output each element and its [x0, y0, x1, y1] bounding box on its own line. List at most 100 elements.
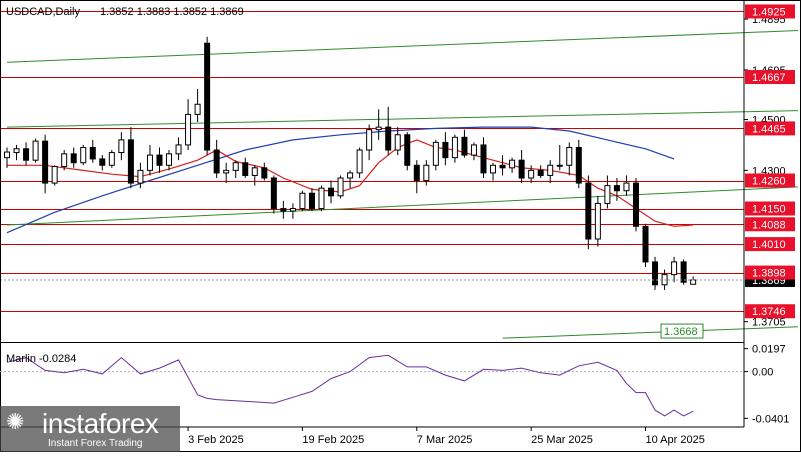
candle-body	[328, 187, 335, 197]
candle	[146, 144, 153, 176]
candle	[604, 175, 611, 209]
candle	[42, 134, 49, 194]
time-tick-label: 25 Mar 2025	[531, 434, 593, 446]
candle-body	[432, 141, 439, 166]
level-label: 1.4667	[752, 72, 786, 84]
candle	[280, 200, 287, 219]
oscillator-title: Marlin -0.0284	[6, 353, 76, 365]
candle-body	[13, 148, 20, 154]
candle	[4, 147, 10, 168]
candle	[308, 188, 315, 212]
candle-body	[585, 182, 592, 240]
candle	[594, 195, 601, 247]
osc-tick-label: -0.0401	[752, 413, 789, 425]
candle-body	[613, 185, 620, 192]
level-label: 1.3746	[752, 306, 786, 318]
candle	[328, 180, 335, 204]
candle	[461, 129, 468, 158]
level-label-box	[745, 217, 795, 232]
candle	[318, 185, 325, 212]
candle-body	[566, 146, 573, 166]
level-label: 1.4150	[752, 204, 786, 216]
candle	[118, 132, 125, 161]
level-label: 1.4088	[752, 219, 786, 231]
candle	[13, 144, 20, 161]
candle-body	[194, 103, 201, 115]
candle	[451, 134, 458, 163]
candle	[232, 160, 239, 178]
level-label: 1.4260	[752, 176, 786, 188]
ma-slow-line	[6, 126, 675, 234]
candle-body	[213, 149, 220, 174]
candle-body	[89, 146, 96, 160]
candle-body	[623, 182, 630, 192]
candle	[175, 137, 182, 161]
candle-body	[375, 126, 382, 131]
candle-body	[356, 149, 363, 174]
candle-body	[470, 144, 477, 156]
candle	[413, 160, 420, 194]
candle-body	[99, 158, 106, 166]
candle-body	[80, 146, 87, 164]
candle	[23, 142, 30, 166]
candle	[299, 190, 306, 212]
channel-label-box	[660, 323, 704, 339]
candle	[261, 162, 268, 181]
candle-body	[127, 139, 134, 184]
candle	[366, 124, 373, 161]
candle	[251, 165, 258, 186]
level-label-box	[745, 201, 795, 216]
candle-body	[423, 164, 430, 182]
candle	[89, 139, 96, 163]
candle	[270, 175, 277, 214]
candle	[547, 160, 554, 184]
candle-body	[385, 126, 392, 151]
candle-body	[404, 134, 411, 166]
price-tick-label: 1.3705	[752, 317, 786, 329]
candle-body	[642, 225, 649, 263]
candle	[99, 155, 106, 171]
candle-body	[480, 144, 487, 174]
candle	[108, 150, 115, 168]
candle-body	[4, 151, 10, 159]
candle-body	[518, 159, 525, 179]
candle-body	[680, 261, 687, 283]
candle	[213, 139, 220, 178]
level-label-box	[745, 265, 795, 280]
candle-body	[690, 279, 697, 285]
candle	[509, 157, 516, 173]
candle-body	[42, 140, 49, 184]
candle	[51, 165, 58, 186]
level-label: 1.3898	[752, 268, 786, 280]
candle-body	[652, 261, 659, 286]
candle	[575, 139, 582, 189]
candle-body	[108, 152, 115, 166]
osc-tick-label: 0.0197	[752, 344, 786, 356]
candle-body	[261, 167, 268, 179]
candle-body	[366, 129, 373, 151]
candle	[242, 157, 249, 178]
candle-body	[185, 113, 192, 146]
candle-body	[318, 187, 325, 210]
candle-body	[70, 153, 77, 164]
level-label-box	[745, 121, 795, 136]
candle	[347, 170, 354, 189]
candle	[137, 162, 144, 189]
channel-label: 1.3668	[664, 326, 698, 338]
candle-body	[575, 146, 582, 184]
candle-body	[632, 182, 639, 227]
candle	[518, 150, 525, 184]
candle	[499, 155, 506, 176]
candle	[623, 175, 630, 196]
candle	[127, 127, 134, 189]
level-label: 1.4465	[752, 123, 786, 135]
candle	[671, 256, 678, 283]
candle-body	[299, 192, 306, 210]
candle-body	[289, 208, 296, 212]
candle	[442, 132, 449, 166]
level-label: 1.4925	[752, 6, 786, 18]
candle	[289, 203, 296, 219]
level-label-box	[745, 70, 795, 85]
